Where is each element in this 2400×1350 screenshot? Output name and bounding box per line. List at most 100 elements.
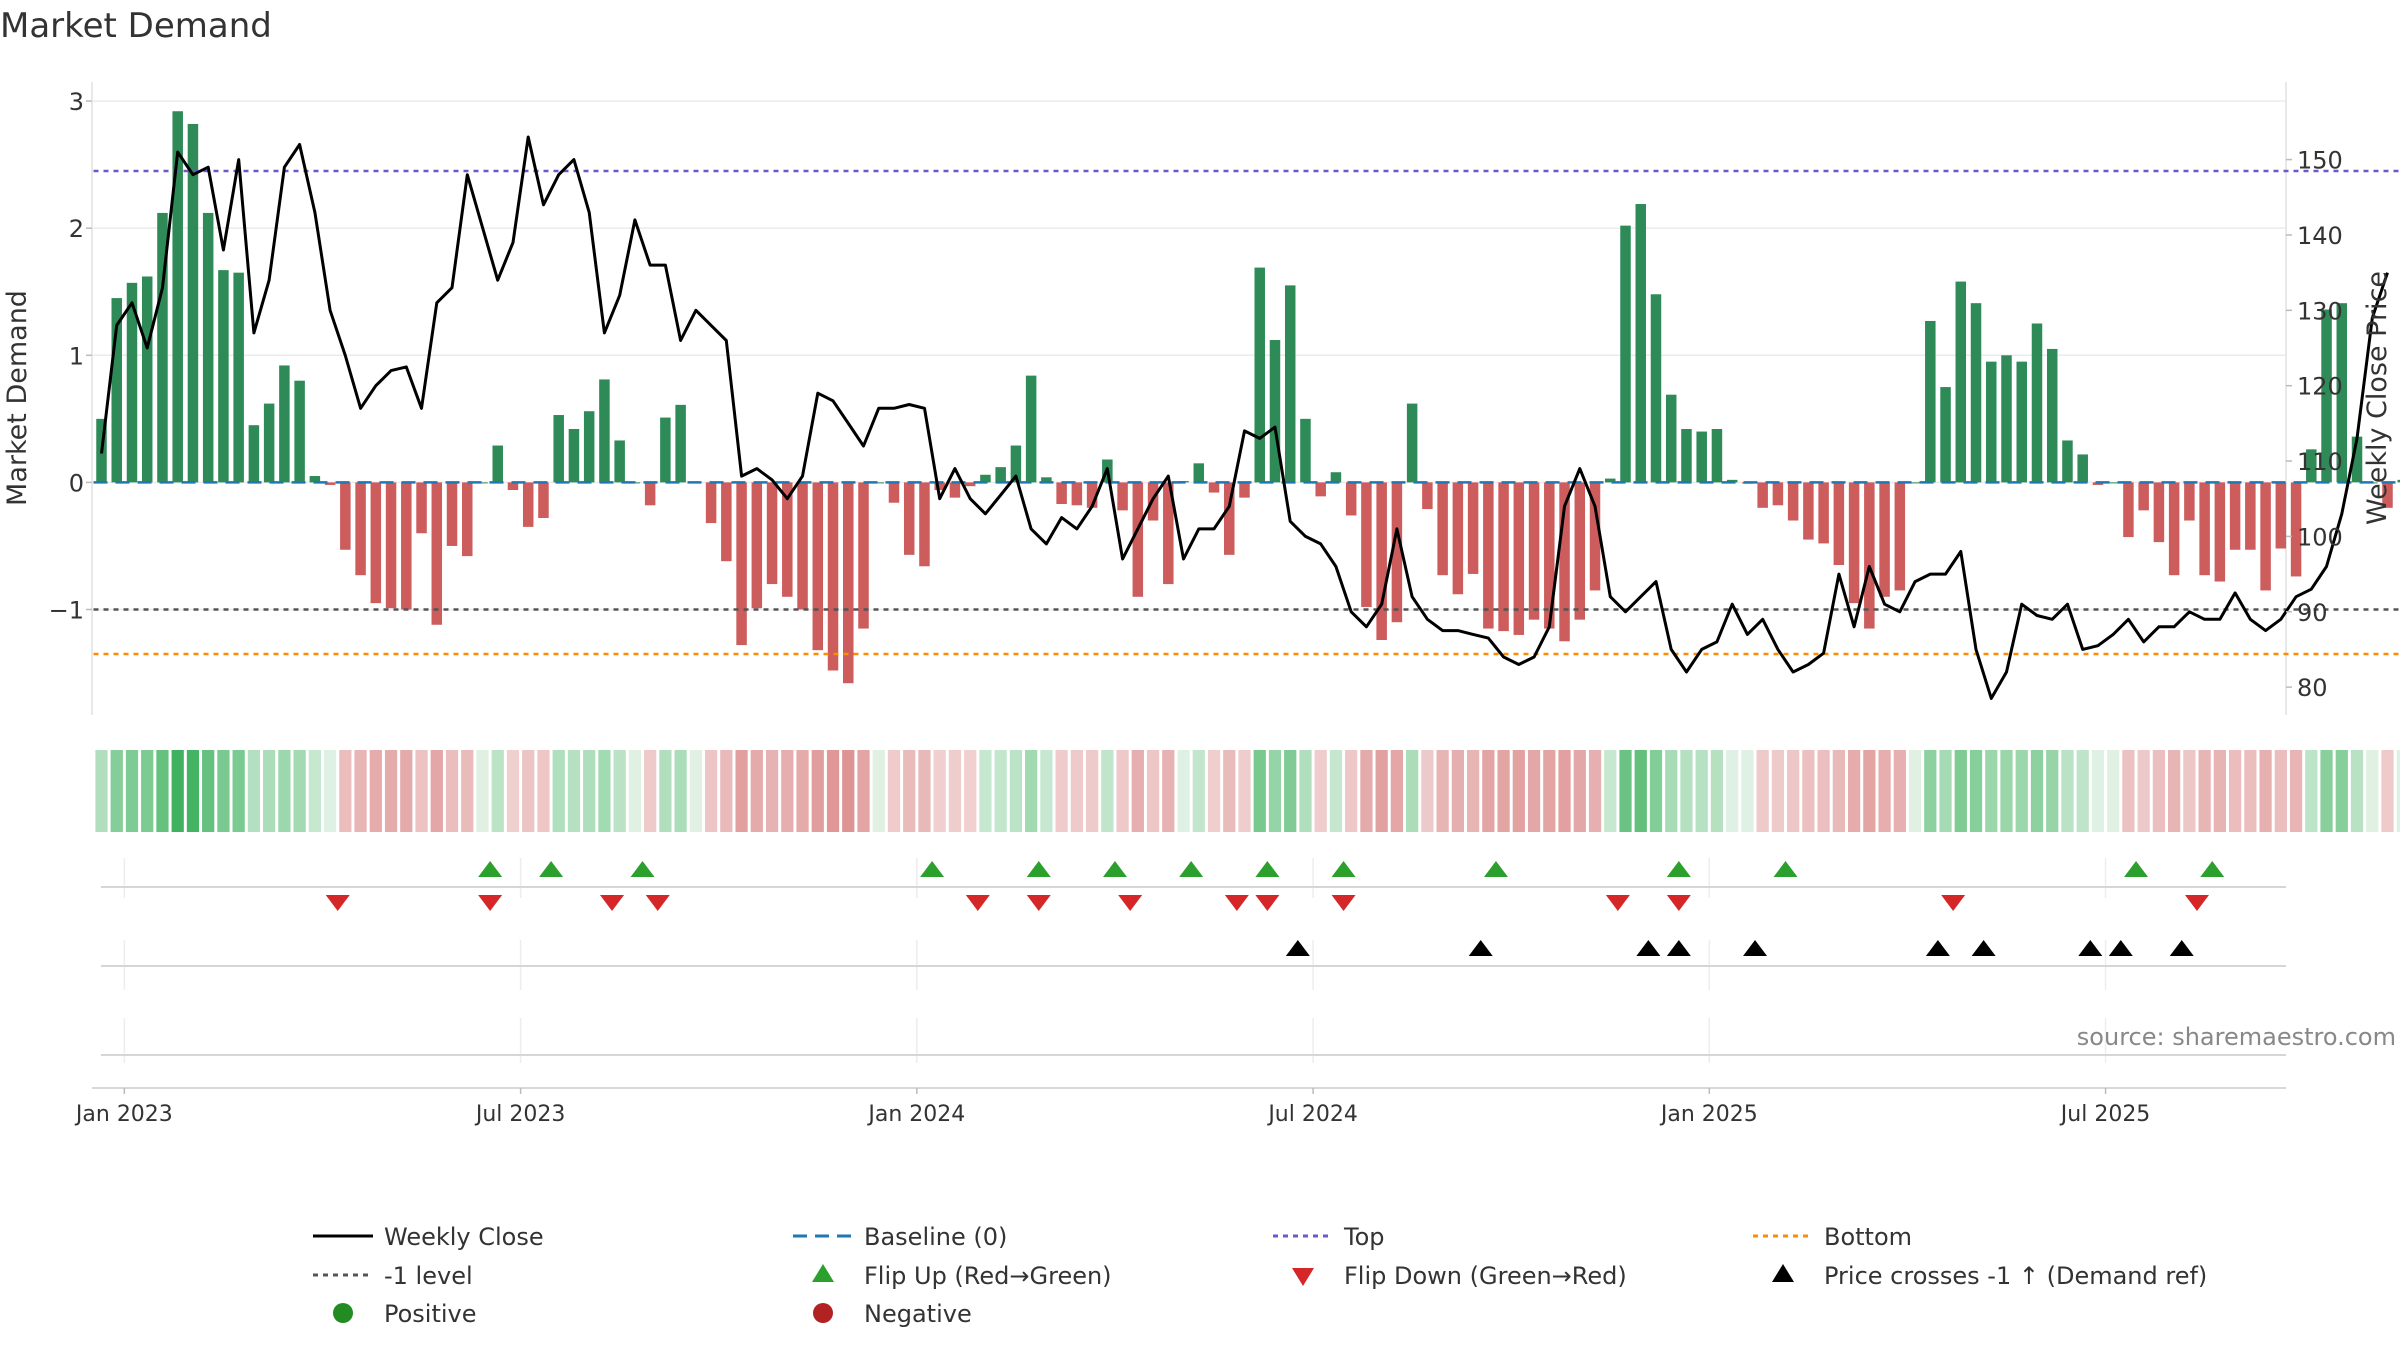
heat-cell [202, 750, 215, 832]
heat-cell [1893, 750, 1906, 832]
demand-bar [1361, 482, 1372, 607]
demand-bar [2382, 482, 2393, 508]
demand-bar [462, 482, 473, 557]
heat-cell [598, 750, 611, 832]
x-tick-label: Jan 2023 [74, 1102, 173, 1127]
demand-bar [2016, 361, 2027, 483]
demand-bar [1239, 482, 1250, 498]
x-tick-label: Jan 2024 [866, 1102, 965, 1127]
heat-cell [1954, 750, 1967, 832]
heat-cell [1421, 750, 1434, 832]
flip-up-marker [1026, 861, 1051, 877]
demand-bar [766, 482, 778, 585]
heat-cell [2091, 750, 2105, 832]
demand-bar [1864, 482, 1875, 629]
heat-cell [1146, 750, 1160, 832]
demand-bar [812, 482, 824, 651]
heat-cell [141, 750, 154, 832]
demand-bar [1483, 482, 1494, 629]
heat-cell [2122, 750, 2135, 832]
heat-cell [430, 750, 443, 832]
flip-down-marker [1331, 895, 1356, 911]
demand-bar [1772, 482, 1784, 506]
demand-bar [1284, 285, 1296, 483]
right-tick-label: 150 [2297, 147, 2343, 175]
event-panel-gridlines [92, 858, 2286, 1089]
heat-cell [186, 750, 200, 832]
heat-cell [1314, 750, 1327, 832]
heat-cell [522, 750, 535, 832]
demand-bar [721, 482, 732, 562]
heat-cell [125, 750, 139, 832]
heat-cell [1939, 750, 1952, 832]
heat-cell [2350, 750, 2364, 832]
heat-cell [156, 750, 169, 832]
heat-cell [2320, 750, 2333, 832]
demand-bar [340, 482, 351, 550]
demand-bar [324, 482, 336, 485]
heat-cell [506, 750, 520, 832]
demand-bar [370, 482, 382, 604]
heat-cell [1924, 750, 1937, 832]
heat-cell [2030, 750, 2044, 832]
demand-bar [2001, 355, 2012, 483]
heat-cell [1025, 750, 1038, 832]
heat-cell [1741, 750, 1754, 832]
demand-bar [797, 482, 808, 610]
demand-bar [1955, 281, 1967, 483]
heat-cell [1787, 750, 1800, 832]
demand-bar [446, 482, 458, 546]
flip-up-marker [1255, 861, 1280, 877]
legend: Weekly Close Baseline (0) Top Bottom -1 … [313, 1223, 2207, 1328]
demand-bar [522, 482, 534, 527]
heat-cell [1329, 750, 1343, 832]
heat-cell [948, 750, 962, 832]
heat-cell [1908, 750, 1922, 832]
heat-cell [1009, 750, 1023, 832]
demand-bar [1193, 463, 1205, 483]
demand-bar [1544, 482, 1555, 629]
demand-bar [1467, 482, 1479, 574]
heat-cell [1726, 750, 1739, 832]
demand-bar [1696, 431, 1707, 483]
demand-bar [2229, 482, 2241, 550]
heat-cell [1131, 750, 1144, 832]
heat-cell [491, 750, 504, 832]
demand-bar [675, 404, 686, 483]
flip-down-marker [965, 895, 990, 911]
demand-bar [507, 482, 519, 491]
left-axis-ticks: 3 2 1 0 −1 [49, 88, 92, 625]
flip-up-marker [1483, 861, 1508, 877]
legend-top-label: Top [1343, 1223, 1385, 1251]
flip-markers [325, 861, 2225, 911]
flip-down-marker [478, 895, 503, 911]
legend-negative-swatch [813, 1303, 833, 1323]
flip-up-marker [1666, 861, 1691, 877]
demand-bar [1132, 482, 1144, 597]
flip-down-marker [1026, 895, 1051, 911]
heat-cell [1375, 750, 1388, 832]
demand-bar [964, 482, 976, 487]
heat-cell [263, 750, 276, 832]
heat-cell [2366, 750, 2379, 832]
heat-cell [323, 750, 337, 832]
heat-cell [400, 750, 413, 832]
heat-cell [1055, 750, 1068, 832]
demand-bar [492, 445, 503, 483]
flip-up-marker [1179, 861, 1204, 877]
reference-lines [93, 169, 2400, 656]
heat-cell [339, 750, 352, 832]
demand-bar [1056, 482, 1067, 504]
heat-cell [1634, 750, 1647, 832]
heat-cell [354, 750, 367, 832]
heat-cell [1573, 750, 1586, 832]
heat-cell [2107, 750, 2120, 832]
demand-bar [1406, 403, 1418, 483]
demand-bar [1391, 482, 1403, 623]
heat-cell [1497, 750, 1510, 832]
demand-bar [599, 379, 610, 483]
heat-cell [1192, 750, 1205, 832]
demand-bar [2062, 440, 2073, 483]
heat-cell [644, 750, 657, 832]
